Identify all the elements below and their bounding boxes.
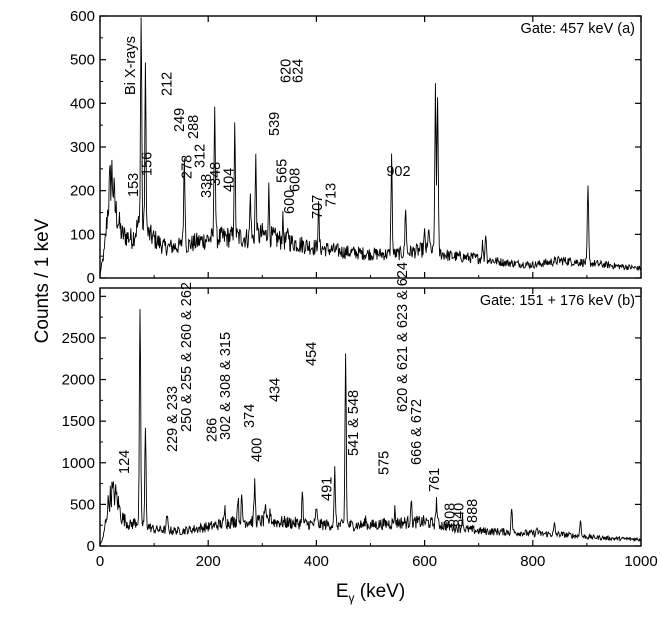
peak-label: 808	[443, 503, 459, 527]
peak-label: 374	[242, 404, 258, 428]
y-tick-label: 400	[70, 95, 95, 112]
x-tick-label: 800	[520, 553, 545, 570]
peak-label: 620 & 621 & 623 & 624	[395, 262, 411, 412]
peak-label: 491	[319, 477, 335, 501]
y-tick-label: 300	[70, 139, 95, 156]
x-tick-label: 400	[304, 553, 329, 570]
peak-label: 302 & 308 & 315	[218, 332, 234, 440]
y-tick-label: 1000	[62, 455, 95, 472]
y-tick-label: 0	[87, 538, 95, 555]
peak-label: 620	[279, 59, 295, 83]
x-axis-label: Eγ (keV)	[336, 581, 405, 605]
peak-label: 286	[205, 418, 221, 442]
peak-label: 400	[250, 438, 266, 462]
y-tick-label: 2000	[62, 372, 95, 389]
peak-label: 312	[193, 144, 209, 168]
y-tick-label: 1500	[62, 413, 95, 430]
panel-a: 0 100 200 300 400 500 600 Gate: 457 keV (a) Bi X…	[70, 8, 642, 287]
y-tick-label: 500	[70, 52, 95, 69]
peak-label: 348	[208, 162, 224, 186]
y-axis-label: Counts / 1 keV	[32, 218, 53, 343]
peak-label: 600	[282, 190, 298, 214]
peak-label: 153	[126, 173, 142, 197]
gate-label-a: Gate: 457 keV (a)	[521, 21, 635, 37]
x-tick-label: 1000	[624, 553, 657, 570]
y-tick-label: 2500	[62, 330, 95, 347]
peak-label: 575	[377, 451, 393, 475]
peak-label: 541 & 548	[346, 390, 362, 456]
peak-label: 624	[291, 59, 307, 83]
peak-label: 888	[465, 499, 481, 523]
y-tick-label: 500	[70, 496, 95, 513]
peak-label: 608	[288, 168, 304, 192]
peak-label: 565	[274, 159, 290, 183]
x-tick-label: 200	[196, 553, 221, 570]
peak-label: 840	[452, 503, 468, 527]
peak-label: 707	[310, 195, 326, 219]
peak-label: 454	[304, 342, 320, 366]
peak-label: 713	[324, 183, 340, 207]
panel-b: 0 500 1000 1500 2000 2500 3000 Gate: 151 + 176 …	[62, 262, 642, 555]
y-tick-label: 100	[70, 226, 95, 243]
gate-label-b: Gate: 151 + 176 keV (b)	[480, 293, 635, 309]
peak-label: 539	[267, 112, 283, 136]
y-tick-label: 600	[70, 8, 95, 25]
panel-a-frame	[99, 15, 642, 279]
y-tick-label: 200	[70, 183, 95, 200]
peak-label: 761	[427, 468, 443, 492]
peak-label: 288	[186, 115, 202, 139]
x-axis-label-subscript: γ	[349, 591, 355, 605]
peak-label: 124	[117, 450, 133, 474]
peak-label: 404	[221, 168, 237, 192]
peak-label: 249	[172, 108, 188, 132]
y-tick-label: 3000	[62, 288, 95, 305]
peak-label: 902	[386, 164, 410, 180]
peak-label: 212	[160, 72, 176, 96]
peak-label: 434	[268, 378, 284, 402]
peak-label: 156	[140, 152, 156, 176]
x-tick-label: 0	[96, 553, 104, 570]
x-axis: 0 200 400 600 800 1000	[96, 553, 658, 570]
x-tick-label: 600	[412, 553, 437, 570]
spectrum-line-b	[99, 309, 642, 546]
peak-label: 278	[179, 155, 195, 179]
spectrum-line-a	[99, 17, 642, 275]
y-tick-label: 0	[87, 270, 95, 287]
x-axis-label-symbol: E	[336, 581, 349, 602]
peak-label: Bi X-rays	[123, 36, 139, 95]
peak-label: 250 & 255 & 260 & 262	[179, 282, 195, 432]
peak-label: 338	[199, 174, 215, 198]
peak-label: 666 & 672	[409, 399, 425, 465]
x-axis-label-unit: (keV)	[355, 581, 406, 602]
peak-label: 229 & 233	[165, 386, 181, 452]
